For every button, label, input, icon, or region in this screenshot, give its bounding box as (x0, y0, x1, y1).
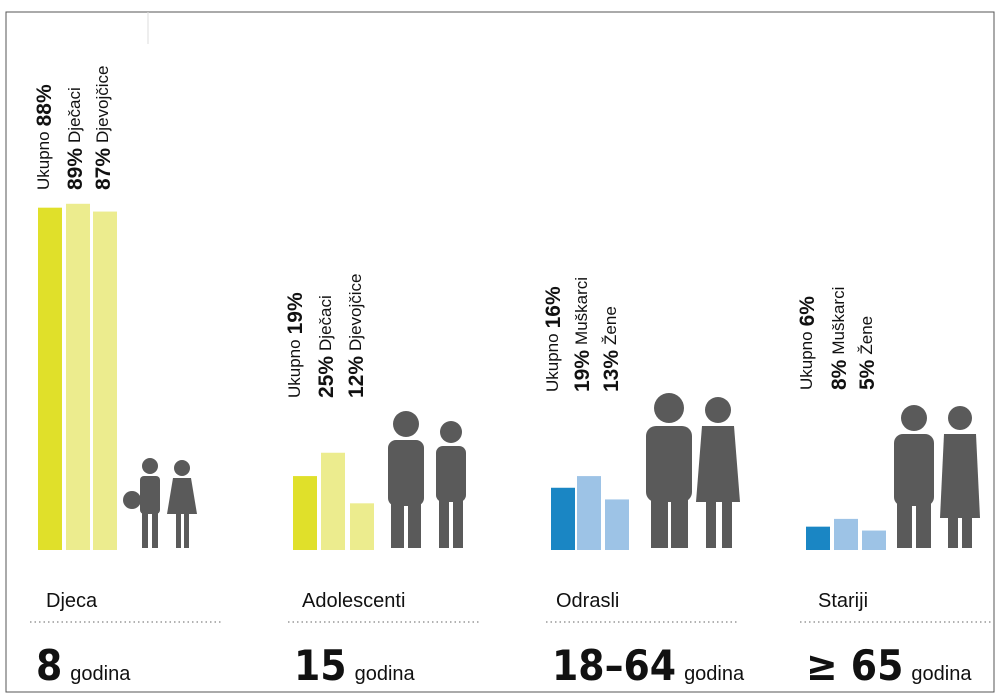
bar-label: 25% Dječaci (315, 295, 338, 398)
bar (551, 487, 575, 550)
bar-label: 87% Djevojčice (92, 65, 115, 190)
bar-label: Ukupno 16% (542, 286, 565, 392)
value-label: 8% (828, 359, 851, 390)
bar (350, 503, 374, 550)
group-label: Ukupno (797, 331, 816, 390)
bar (605, 499, 629, 550)
bar (834, 518, 858, 550)
age-unit: godina (70, 663, 131, 685)
category-label: Djeca (46, 590, 98, 612)
value-label: 19% (571, 350, 594, 392)
series-label: Žene (857, 316, 876, 355)
age-label: 15 godina (294, 641, 416, 690)
series-label: Žene (601, 306, 620, 345)
children (123, 458, 197, 548)
bar-label: 5% Žene (856, 316, 879, 390)
value-label: 13% (600, 350, 623, 392)
bar (577, 476, 601, 550)
value-label: 12% (345, 356, 368, 398)
age-label: ≥ 65 godina (806, 641, 972, 690)
category-label: Stariji (818, 590, 868, 612)
value-label: 87% (92, 148, 115, 190)
bar-label: Ukupno 19% (284, 292, 307, 398)
bar-label: Ukupno 88% (33, 84, 56, 190)
series-label: Djevojčice (93, 65, 112, 142)
category-label: Adolescenti (302, 590, 405, 612)
series-label: Djevojčice (346, 273, 365, 350)
bar-label: 8% Muškarci (828, 287, 851, 390)
bar (862, 530, 886, 550)
series-label: Muškarci (572, 277, 591, 345)
value-label: 19% (284, 292, 307, 334)
category-label: Odrasli (556, 590, 619, 612)
bar (293, 476, 317, 550)
age-value: 8 (36, 641, 62, 690)
bar-label: 19% Muškarci (571, 277, 594, 392)
series-label: Dječaci (316, 295, 335, 351)
age-value: 15 (294, 641, 347, 690)
frame (5, 11, 995, 693)
age-label: 18–64 godina (552, 641, 745, 690)
bar-label: 89% Dječaci (64, 87, 87, 190)
bar-label: Ukupno 6% (796, 296, 819, 390)
age-unit: godina (355, 663, 416, 685)
value-label: 5% (856, 359, 879, 390)
bar (321, 452, 345, 550)
bar (806, 526, 830, 550)
group-label: Ukupno (34, 131, 53, 190)
adults (646, 393, 740, 548)
age-unit: godina (684, 663, 745, 685)
bar-label: 12% Djevojčice (345, 273, 368, 398)
value-label: 6% (796, 296, 819, 327)
bar (38, 207, 62, 550)
bar-label: 13% Žene (600, 306, 623, 392)
bar (66, 203, 90, 551)
age-unit: godina (911, 663, 972, 685)
series-label: Dječaci (65, 87, 84, 143)
age-value: ≥ 65 (806, 641, 903, 690)
value-label: 89% (64, 148, 87, 190)
age-label: 8 godina (36, 641, 131, 690)
value-label: 16% (542, 286, 565, 328)
value-label: 25% (315, 356, 338, 398)
value-label: 88% (33, 84, 56, 126)
silhouettes (123, 393, 980, 548)
age-value: 18–64 (552, 641, 676, 690)
elderly (894, 405, 980, 548)
bar (93, 211, 117, 550)
group-label: Ukupno (543, 333, 562, 392)
group-label: Ukupno (285, 339, 304, 398)
series-label: Muškarci (829, 287, 848, 355)
adolescents (388, 411, 466, 548)
